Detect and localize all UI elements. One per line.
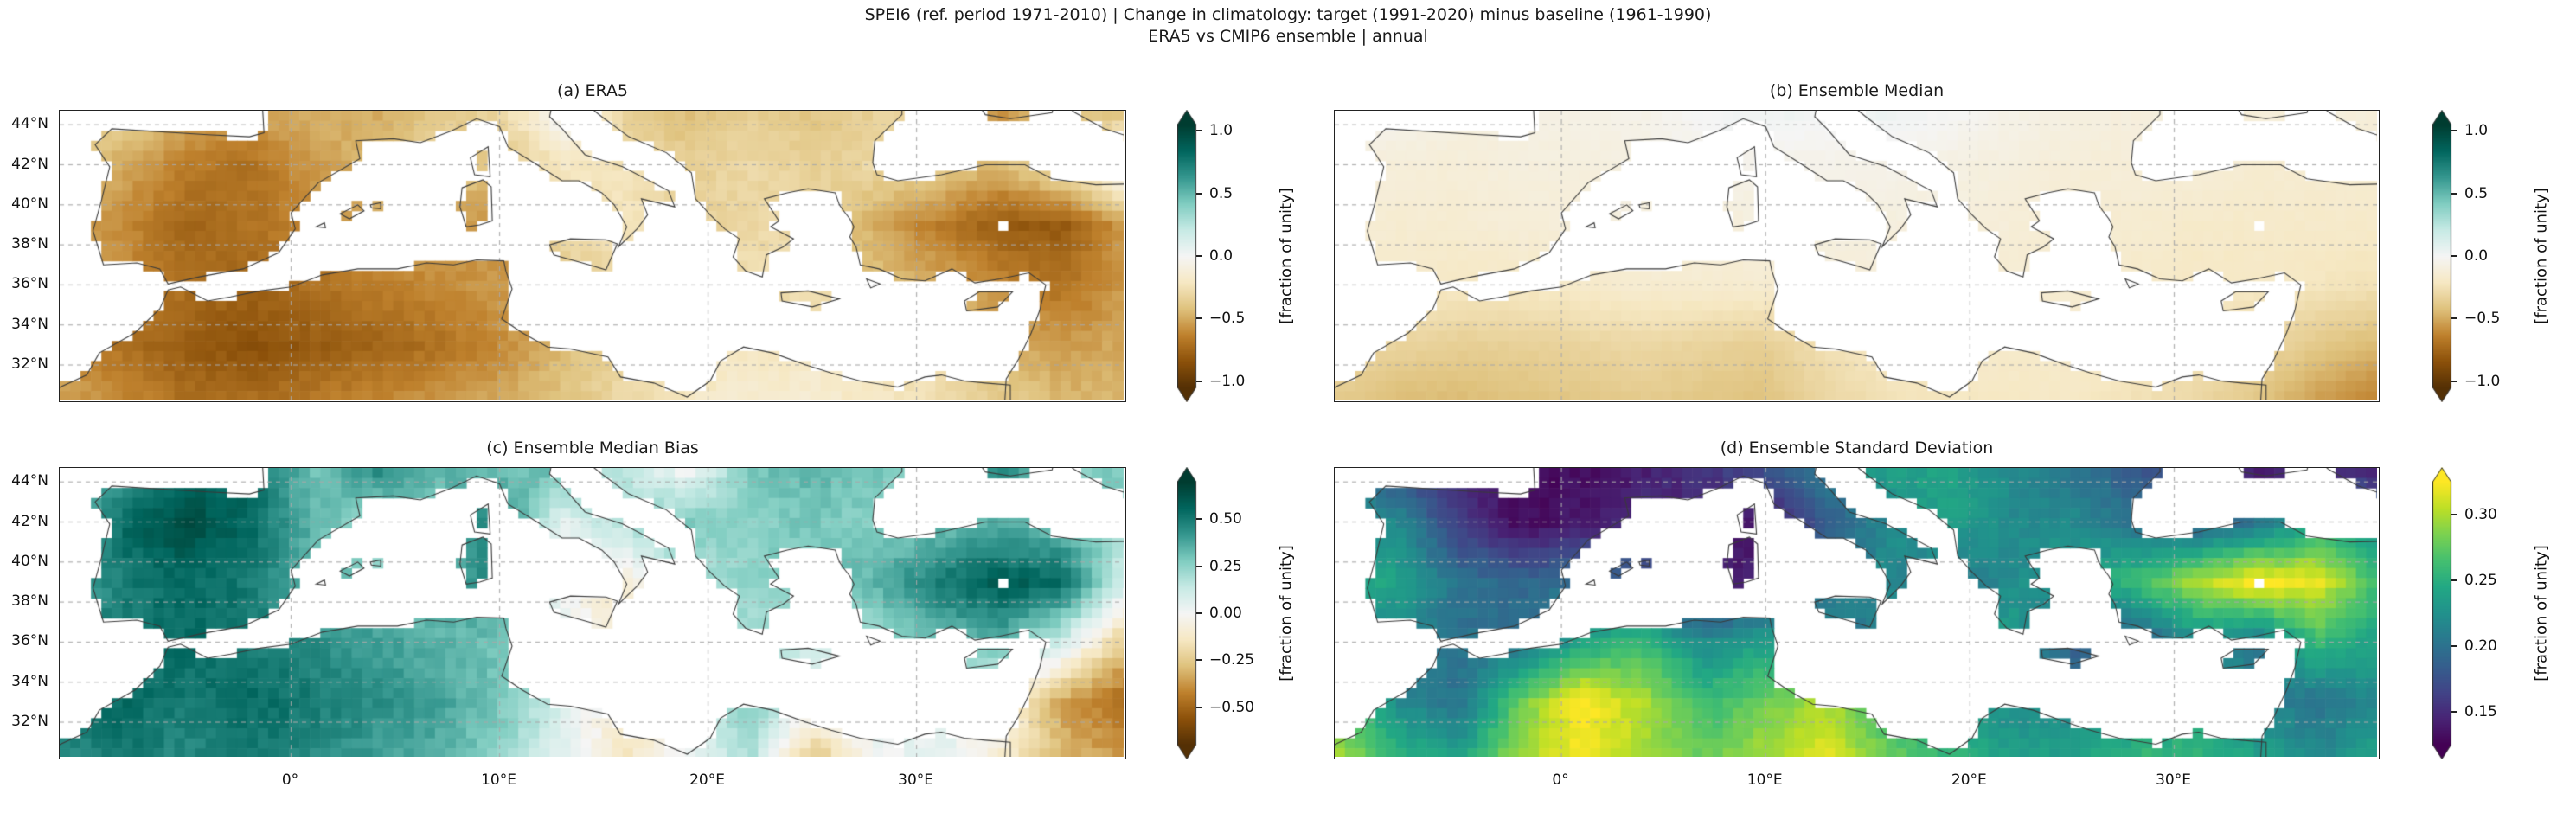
- colorbar-tick-label: 0.15: [2464, 703, 2497, 720]
- lon-tick-label: 0°: [281, 771, 299, 789]
- lon-tick-label: 30°E: [2156, 771, 2191, 789]
- colorbar-label-c: [fraction of unity]: [1277, 545, 1296, 682]
- colorbar-tick: [2451, 711, 2457, 713]
- lat-tick-label: 34°N: [11, 315, 48, 333]
- map-axes-d: [1334, 467, 2380, 759]
- lat-tick-label: 38°N: [11, 235, 48, 253]
- colorbar-tick: [1196, 130, 1202, 132]
- colorbar-tick: [1196, 659, 1202, 662]
- colorbar-tick: [1196, 612, 1202, 614]
- colorbar-b: [fraction of unity] 1.0 0.5 0.0 −0.5 −1.0: [2432, 110, 2571, 402]
- map-axes-a: [59, 110, 1126, 402]
- suptitle-line-2: ERA5 vs CMIP6 ensemble | annual: [1148, 27, 1428, 47]
- lon-tick-label: 0°: [1552, 771, 1569, 789]
- colorbar-tick: [1196, 706, 1202, 708]
- colorbar-tick: [2451, 514, 2457, 515]
- lon-tick-label: 20°E: [689, 771, 725, 789]
- colorbar-tick-label: 0.25: [2464, 572, 2497, 589]
- lon-tick-label: 20°E: [1951, 771, 1987, 789]
- colorbar-tick: [2451, 192, 2457, 195]
- lat-tick-label: 32°N: [11, 713, 48, 730]
- lon-tick-label: 10°E: [481, 771, 516, 789]
- colorbar-tick: [1196, 317, 1202, 320]
- colorbar-tick-label: −0.25: [1209, 651, 1255, 669]
- colorbar-tick-label: −1.0: [1209, 372, 1246, 390]
- map-canvas-c: [60, 468, 1124, 757]
- map-canvas-b: [1335, 111, 2377, 400]
- colorbar-tick: [2451, 130, 2457, 132]
- colorbar-tick-label: 0.20: [2464, 637, 2497, 655]
- lat-tick-label: 44°N: [11, 115, 48, 133]
- panel-b-title: (b) Ensemble Median: [1769, 81, 1945, 100]
- lon-tick-label: 10°E: [1746, 771, 1783, 789]
- suptitle: SPEI6 (ref. period 1971-2010) | Change i…: [0, 4, 2576, 48]
- colorbar-tick-label: 0.25: [1209, 557, 1242, 575]
- panel-d-title: (d) Ensemble Standard Deviation: [1720, 439, 1994, 458]
- colorbar-a: [fraction of unity] 1.0 0.5 0.0 −0.5 −1.0: [1177, 110, 1316, 402]
- colorbar-tick-label: 1.0: [1209, 122, 1234, 140]
- panel-c-title: (c) Ensemble Median Bias: [486, 439, 699, 458]
- colorbar-label-b: [fraction of unity]: [2532, 188, 2551, 324]
- lon-tick-label: 30°E: [898, 771, 933, 789]
- lat-tick-label: 34°N: [11, 672, 48, 690]
- map-axes-c: [59, 467, 1126, 759]
- lat-tick-label: 40°N: [11, 195, 48, 213]
- map-canvas-d: [1335, 468, 2377, 757]
- colorbar-canvas-c: [1177, 467, 1198, 759]
- colorbar-label-d: [fraction of unity]: [2532, 545, 2551, 682]
- colorbar-tick: [1196, 192, 1202, 195]
- colorbar-canvas-b: [2432, 110, 2453, 402]
- lat-tick-label: 42°N: [11, 155, 48, 173]
- colorbar-tick: [1196, 518, 1202, 521]
- colorbar-tick: [2451, 645, 2457, 647]
- colorbar-tick: [1196, 380, 1202, 382]
- lat-tick-label: 42°N: [11, 512, 48, 530]
- panel-a-title: (a) ERA5: [556, 81, 629, 100]
- colorbar-tick: [2451, 579, 2457, 581]
- lat-tick-label: 38°N: [11, 592, 48, 611]
- colorbar-tick-label: −0.5: [2464, 310, 2501, 328]
- colorbar-tick-label: 0.30: [2464, 506, 2497, 523]
- colorbar-tick-label: −0.5: [1209, 310, 1246, 328]
- panel-d: (d) Ensemble Standard Deviation [fractio…: [1334, 439, 2551, 789]
- map-canvas-a: [60, 111, 1124, 400]
- colorbar-tick: [1196, 565, 1202, 567]
- colorbar-tick-label: 1.0: [2464, 122, 2489, 140]
- colorbar-tick-label: 0.5: [1209, 184, 1234, 202]
- lat-tick-label: 36°N: [11, 275, 48, 293]
- lat-tick-label: 40°N: [11, 552, 48, 570]
- colorbar-d: [fraction of unity] 0.30 0.25 0.20 0.15: [2432, 467, 2571, 759]
- colorbar-tick-label: −1.0: [2464, 372, 2501, 390]
- colorbar-tick-label: 0.00: [1209, 605, 1242, 622]
- lat-tick-label: 32°N: [11, 355, 48, 373]
- colorbar-tick-label: 0.50: [1209, 510, 1242, 528]
- colorbar-tick-label: 0.5: [2464, 184, 2489, 202]
- lat-tick-label: 44°N: [11, 472, 48, 490]
- suptitle-line-1: SPEI6 (ref. period 1971-2010) | Change i…: [864, 5, 1712, 24]
- colorbar-tick-label: 0.0: [2464, 247, 2489, 265]
- colorbar-label-a: [fraction of unity]: [1277, 188, 1296, 324]
- panel-b: (b) Ensemble Median [fraction of unity] …: [1334, 81, 2551, 402]
- colorbar-tick-label: −0.50: [1209, 698, 1255, 716]
- panel-a: (a) ERA5 [fraction of unity] 1.0 0.5 0.0 −0…: [11, 81, 1296, 402]
- colorbar-canvas-d: [2432, 467, 2453, 759]
- panel-c: (c) Ensemble Median Bias [fraction of un…: [11, 439, 1295, 789]
- colorbar-tick: [1196, 255, 1202, 257]
- lat-tick-label: 36°N: [11, 632, 48, 650]
- colorbar-tick: [2451, 317, 2457, 320]
- colorbar-tick: [2451, 255, 2457, 257]
- colorbar-c: [fraction of unity] 0.50 0.25 0.00 −0.25 −0.…: [1177, 467, 1316, 759]
- map-axes-b: [1334, 110, 2380, 402]
- colorbar-tick-label: 0.0: [1209, 247, 1234, 265]
- colorbar-canvas-a: [1177, 110, 1198, 402]
- colorbar-tick: [2451, 380, 2457, 382]
